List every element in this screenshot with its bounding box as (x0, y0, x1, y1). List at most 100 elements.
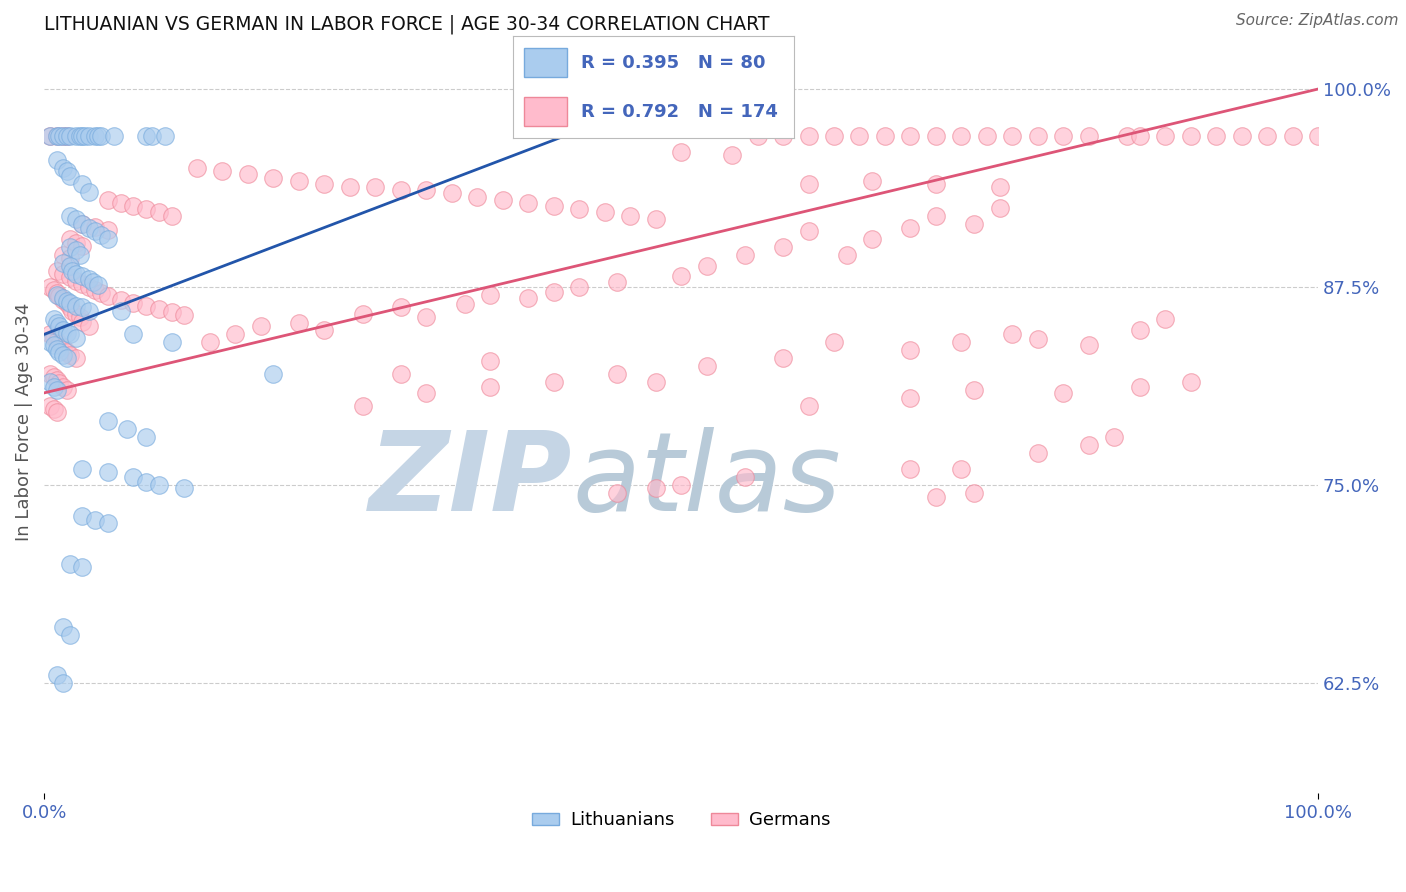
Point (39, 367, 62, 381)
Point (1308, 129, 1330, 144)
Point (72, 177, 94, 191)
Point (39, 335, 62, 350)
Point (65, 129, 87, 144)
Point (141, 129, 163, 144)
Point (84, 224, 107, 238)
Point (56, 326, 79, 340)
Point (568, 280, 591, 294)
Point (1281, 129, 1303, 144)
Point (1180, 375, 1202, 389)
Point (606, 485, 628, 500)
Point (97, 223, 120, 237)
Point (1129, 129, 1152, 144)
Text: ZIP: ZIP (370, 427, 572, 534)
Point (52, 267, 75, 281)
Point (84, 129, 107, 144)
Point (415, 310, 437, 324)
Point (72, 238, 94, 252)
Point (52, 161, 75, 176)
Point (39, 129, 62, 144)
Point (44, 330, 66, 344)
Point (479, 354, 502, 368)
Point (950, 129, 973, 144)
Point (1180, 129, 1202, 144)
Point (465, 189, 488, 203)
Point (153, 129, 176, 144)
Point (492, 193, 515, 207)
Point (77, 272, 100, 286)
Point (52, 620, 75, 634)
Point (135, 299, 157, 313)
Point (288, 174, 311, 188)
Point (1052, 385, 1074, 400)
Point (77, 280, 100, 294)
Point (97, 414, 120, 428)
Point (45, 334, 67, 348)
Point (236, 168, 259, 182)
Point (339, 180, 361, 194)
Point (1052, 129, 1074, 144)
Point (58, 260, 80, 274)
Point (45, 153, 67, 168)
Point (721, 148, 744, 162)
Point (52, 340, 75, 354)
Point (48, 376, 70, 391)
Point (950, 335, 973, 350)
Point (58, 129, 80, 144)
Point (97, 289, 120, 303)
Point (65, 330, 87, 344)
Point (135, 475, 157, 489)
Point (1129, 323, 1152, 337)
Point (135, 129, 157, 144)
Point (479, 287, 502, 301)
Point (52, 248, 75, 262)
Point (440, 186, 463, 201)
Point (148, 205, 170, 219)
Point (72, 129, 94, 144)
Point (52, 379, 75, 393)
Point (900, 462, 922, 476)
Point (224, 327, 246, 342)
Point (1129, 379, 1152, 393)
Point (110, 293, 132, 307)
Point (352, 307, 374, 321)
FancyBboxPatch shape (524, 48, 567, 77)
Point (900, 391, 922, 405)
Point (976, 129, 998, 144)
Point (823, 129, 845, 144)
Point (97, 193, 120, 207)
Point (389, 183, 412, 197)
Point (517, 291, 540, 305)
Point (52, 129, 75, 144)
Point (262, 367, 284, 381)
Point (925, 129, 948, 144)
Point (669, 268, 692, 283)
Point (45, 383, 67, 397)
Point (389, 301, 412, 315)
Point (848, 129, 870, 144)
Point (58, 628, 80, 642)
Point (52, 323, 75, 337)
Point (734, 470, 756, 484)
Point (44, 283, 66, 297)
Point (97, 465, 120, 479)
Point (45, 264, 67, 278)
Point (65, 351, 87, 365)
Point (1154, 129, 1177, 144)
Point (696, 359, 718, 373)
Point (797, 399, 820, 413)
Point (44, 311, 66, 326)
Point (160, 335, 183, 350)
Point (44, 370, 66, 384)
Point (900, 221, 922, 235)
Point (72, 268, 94, 283)
Point (72, 217, 94, 231)
Point (65, 299, 87, 313)
Point (45, 286, 67, 301)
Point (58, 209, 80, 223)
Point (86, 129, 108, 144)
Text: R = 0.395   N = 80: R = 0.395 N = 80 (581, 54, 765, 72)
Point (45, 129, 67, 144)
Point (52, 129, 75, 144)
Point (45, 405, 67, 419)
